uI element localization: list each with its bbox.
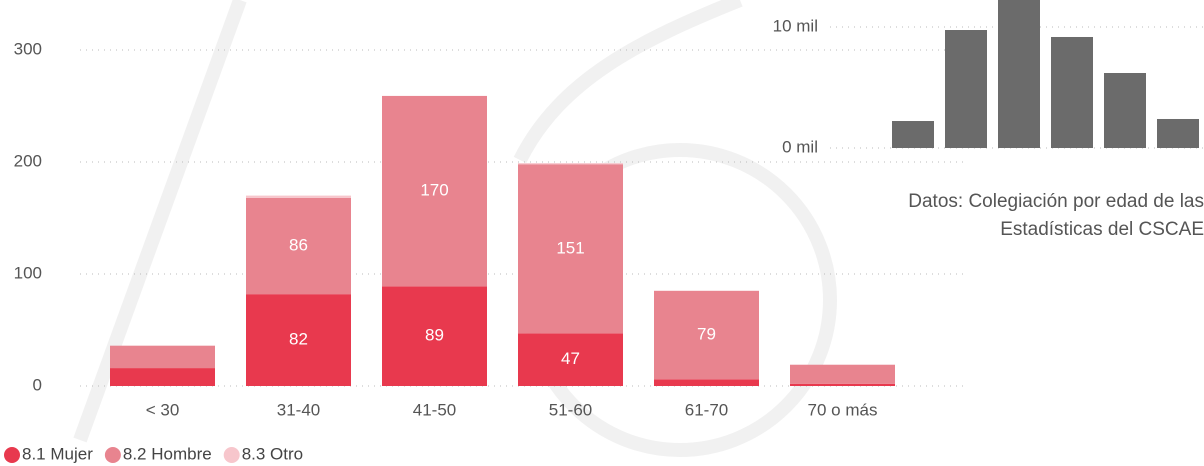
value-label: 86 <box>289 235 308 254</box>
value-label: 82 <box>289 330 308 349</box>
x-tick-label: 41-50 <box>413 400 456 419</box>
bar <box>892 121 934 148</box>
bar-segment <box>518 333 623 386</box>
legend-marker <box>4 447 20 463</box>
bar-segment <box>246 294 351 386</box>
x-tick-label: < 30 <box>146 400 180 419</box>
y-tick-label: 0 mil <box>782 137 818 156</box>
x-tick-label: 51-60 <box>549 400 592 419</box>
bar-segment <box>790 364 895 384</box>
value-label: 47 <box>561 349 580 368</box>
x-tick-label: 61-70 <box>685 400 728 419</box>
bar <box>1157 118 1199 148</box>
legend-label: 8.1 Mujer <box>22 444 93 463</box>
value-label: 151 <box>556 238 584 257</box>
bar-segment <box>518 164 623 334</box>
y-tick-label: 0 <box>33 375 42 394</box>
bar-segment <box>654 290 759 380</box>
bar-segment <box>110 345 215 369</box>
value-label: 170 <box>420 181 448 200</box>
bar-segment <box>246 195 351 198</box>
bar-segment <box>246 197 351 295</box>
legend-marker <box>223 447 240 463</box>
y-tick-label: 200 <box>14 151 42 170</box>
y-tick-label: 100 <box>14 263 42 282</box>
bar-segment <box>518 163 623 165</box>
bar <box>945 30 987 148</box>
x-tick-label: 70 o más <box>808 400 878 419</box>
legend-label: 8.2 Hombre <box>123 444 212 463</box>
source-note: Estadísticas del CSCAE <box>1000 219 1204 240</box>
bar-segment <box>110 368 215 386</box>
y-tick-label: 10 mil <box>773 16 818 35</box>
source-note: Datos: Colegiación por edad de las <box>908 191 1204 212</box>
value-label: 79 <box>697 325 716 344</box>
bar <box>998 0 1040 149</box>
x-tick-label: 31-40 <box>277 400 320 419</box>
bar-segment <box>382 286 487 386</box>
bar-segment <box>790 383 895 386</box>
y-tick-label: 300 <box>14 39 42 58</box>
bar-segment <box>382 95 487 287</box>
legend-marker <box>104 447 121 463</box>
legend-label: 8.3 Otro <box>242 444 303 463</box>
bar <box>1104 73 1146 148</box>
bar <box>1051 36 1093 148</box>
value-label: 89 <box>425 326 444 345</box>
bar-segment <box>654 379 759 386</box>
